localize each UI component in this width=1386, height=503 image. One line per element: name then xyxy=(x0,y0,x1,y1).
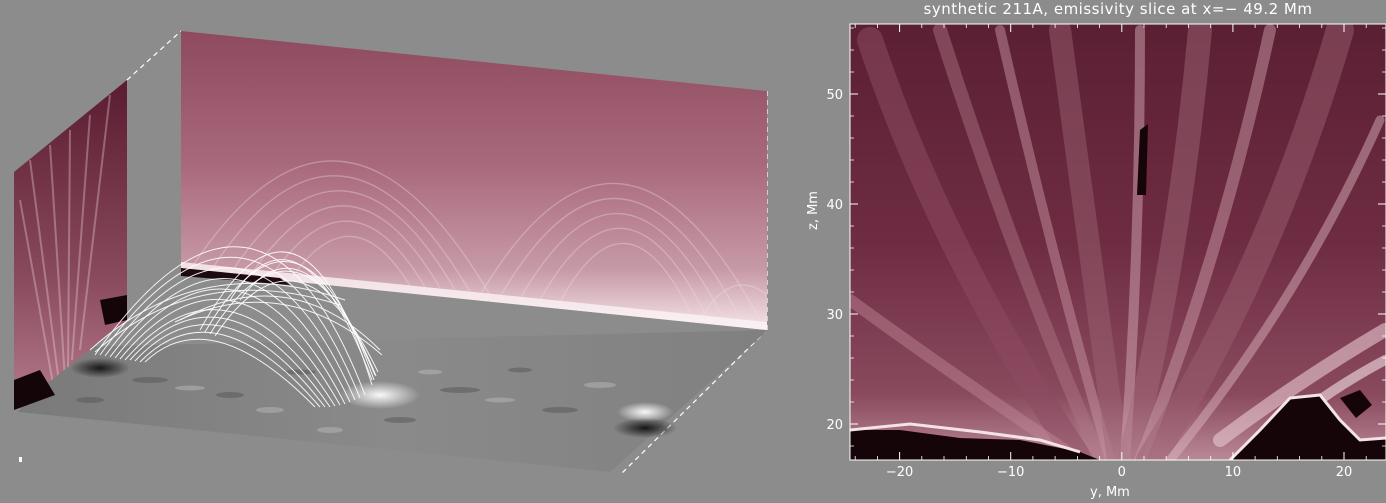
x-tick-label: 0 xyxy=(1118,465,1126,480)
y-tick-label: 50 xyxy=(826,88,843,103)
back-emissivity-slice xyxy=(181,31,767,330)
emissivity-slice-image xyxy=(850,24,1386,460)
x-tick-label: 10 xyxy=(1225,465,1242,480)
magnetogram-floor xyxy=(18,330,768,472)
x-tick-label: −10 xyxy=(997,465,1024,480)
y-tick-label: 30 xyxy=(826,308,843,323)
plot-title: synthetic 211A, emissivity slice at x=− … xyxy=(923,0,1313,18)
plot-axes xyxy=(849,23,1386,461)
magnetic-field-lines xyxy=(89,246,383,408)
scene-marker xyxy=(19,457,22,462)
x-axis-label: y, Mm xyxy=(1090,485,1130,500)
y-tick-label: 40 xyxy=(826,198,843,213)
x-tick-label: 20 xyxy=(1336,465,1353,480)
x-tick-label: −20 xyxy=(886,465,913,480)
side-emissivity-slice xyxy=(14,80,127,410)
y-tick-label: 20 xyxy=(826,418,843,433)
y-axis-label: z, Mm xyxy=(806,191,821,230)
